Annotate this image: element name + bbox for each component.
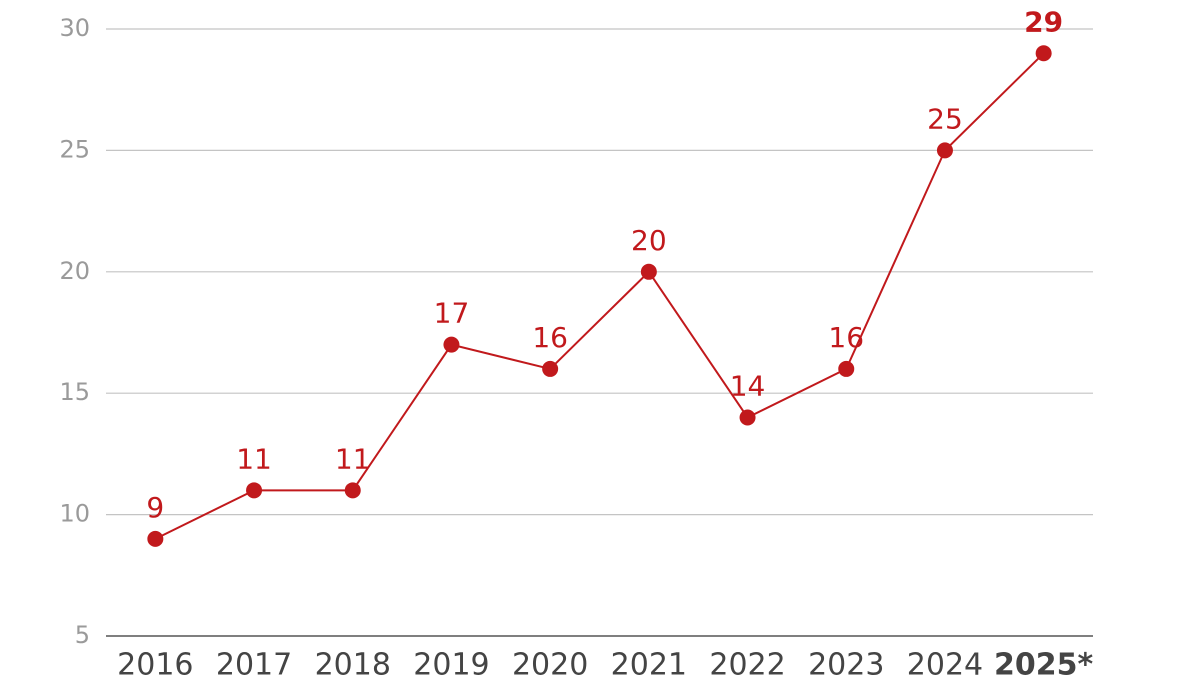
value-label: 11 [236,442,272,475]
point [443,336,460,353]
value-label: 16 [532,321,568,354]
x-tick-label: 2017 [216,648,292,683]
value-label: 16 [828,321,864,354]
y-tick-label: 5 [75,621,90,649]
y-tick-label: 25 [59,135,90,163]
value-label: 9 [146,491,164,524]
y-tick-label: 30 [59,14,90,42]
point [640,263,657,280]
x-tick-label: 2025* [994,648,1093,683]
x-tick-label: 2019 [413,648,489,683]
y-tick-label: 20 [59,257,90,285]
x-tick-label: 2016 [117,648,193,683]
x-tick-label: 2021 [611,648,687,683]
y-tick-label: 10 [59,500,90,528]
point [542,360,559,377]
value-label: 17 [434,297,470,330]
value-label: 29 [1024,5,1063,38]
x-tick-label: 2018 [315,648,391,683]
point [739,409,756,426]
value-label: 11 [335,442,371,475]
value-label: 20 [631,224,667,257]
x-tick-label: 2023 [808,648,884,683]
line [154,52,1045,540]
point [344,482,361,499]
point [147,530,164,547]
y-tick-label: 15 [59,378,90,406]
point [246,482,263,499]
value-label: 25 [927,102,963,135]
point [838,360,855,377]
value-label: 14 [730,369,766,402]
x-tick-label: 2024 [907,648,983,683]
x-tick-label: 2020 [512,648,588,683]
point [936,142,953,159]
point [1035,45,1052,62]
x-tick-label: 2022 [709,648,785,683]
